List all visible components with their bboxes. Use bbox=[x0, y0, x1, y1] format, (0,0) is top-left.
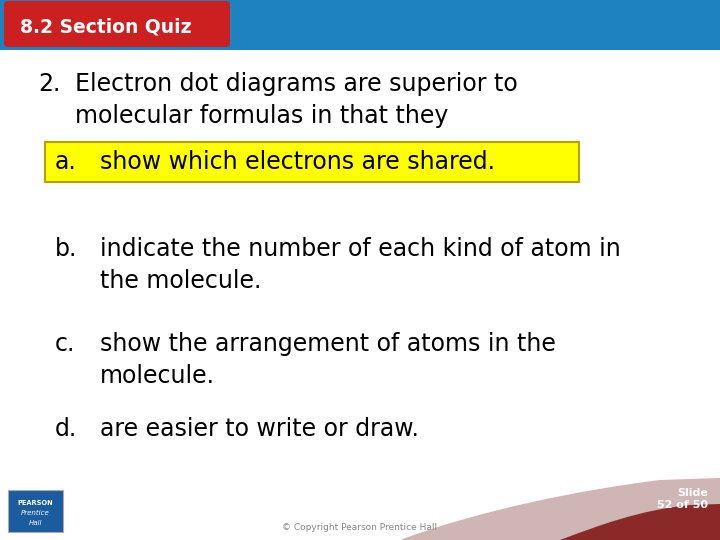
Text: a.: a. bbox=[55, 150, 77, 174]
Text: Slide: Slide bbox=[677, 488, 708, 498]
PathPatch shape bbox=[400, 478, 720, 540]
Text: 2.: 2. bbox=[38, 72, 60, 96]
Text: the molecule.: the molecule. bbox=[100, 269, 261, 293]
Text: molecule.: molecule. bbox=[100, 364, 215, 388]
Text: Prentice: Prentice bbox=[21, 510, 50, 516]
Text: 8.2 Section Quiz: 8.2 Section Quiz bbox=[20, 17, 192, 37]
PathPatch shape bbox=[560, 504, 720, 540]
Text: Electron dot diagrams are superior to: Electron dot diagrams are superior to bbox=[75, 72, 518, 96]
Bar bbox=[8, 490, 63, 532]
Text: 52 of 50: 52 of 50 bbox=[657, 500, 708, 510]
Text: are easier to write or draw.: are easier to write or draw. bbox=[100, 417, 419, 441]
FancyBboxPatch shape bbox=[4, 1, 230, 47]
Text: b.: b. bbox=[55, 237, 77, 261]
Text: PEARSON: PEARSON bbox=[17, 500, 53, 506]
FancyBboxPatch shape bbox=[45, 142, 579, 182]
Text: indicate the number of each kind of atom in: indicate the number of each kind of atom… bbox=[100, 237, 621, 261]
Bar bbox=[0, 0, 720, 50]
Text: d.: d. bbox=[55, 417, 77, 441]
Text: © Copyright Pearson Prentice Hall: © Copyright Pearson Prentice Hall bbox=[282, 523, 438, 532]
Text: show which electrons are shared.: show which electrons are shared. bbox=[100, 150, 495, 174]
Text: Hall: Hall bbox=[29, 520, 42, 526]
Text: c.: c. bbox=[55, 332, 76, 356]
Text: show the arrangement of atoms in the: show the arrangement of atoms in the bbox=[100, 332, 556, 356]
Text: molecular formulas in that they: molecular formulas in that they bbox=[75, 104, 449, 128]
